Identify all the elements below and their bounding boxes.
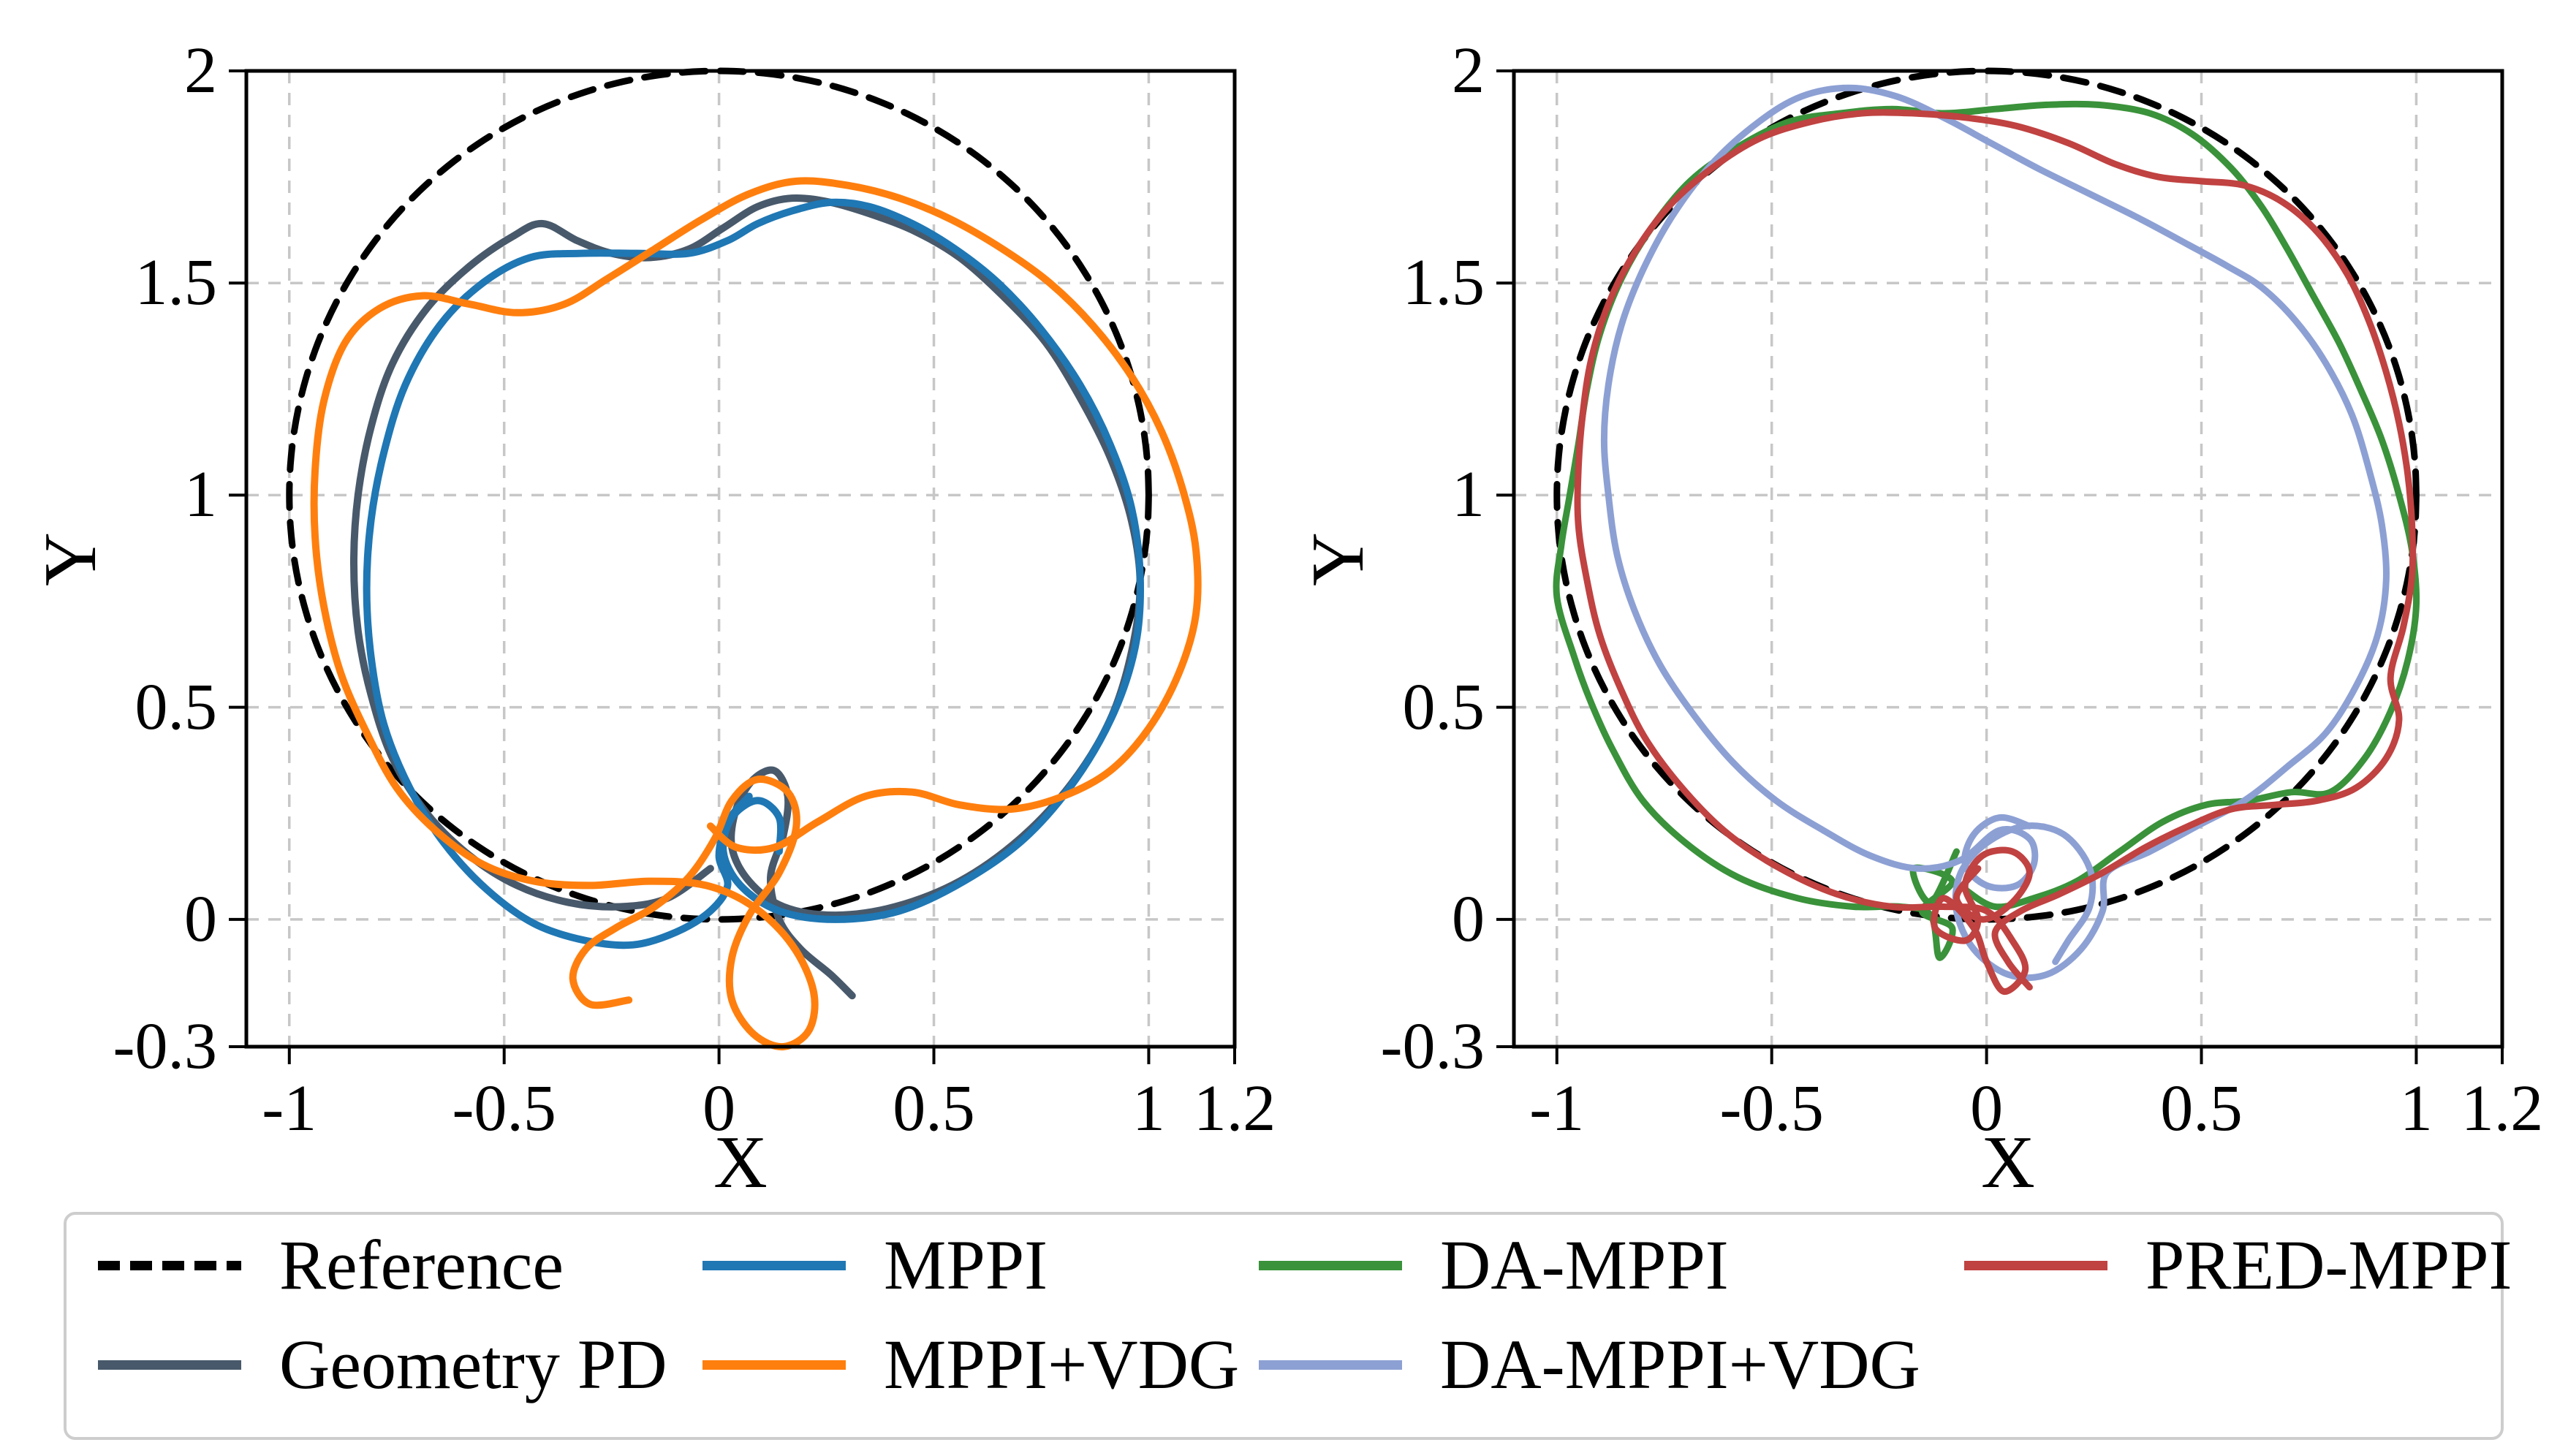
y-tick-label: 0 [1452, 882, 1485, 955]
legend-swatch-da-mppi-vdg [1259, 1360, 1402, 1370]
series-mppi-vdg-line [310, 177, 1202, 1051]
series-pred-mppi-line [1574, 109, 2417, 995]
y-axis-label-right: Y [1297, 532, 1379, 586]
legend-label: DA-MPPI+VDG [1440, 1325, 1920, 1403]
legend-swatch-pred-mppi [1964, 1260, 2107, 1270]
legend-swatch-mppi [702, 1260, 846, 1270]
x-tick-label: 0 [702, 1072, 736, 1145]
x-tick-label: 0.5 [2160, 1072, 2243, 1145]
axes-spines [244, 69, 1237, 1049]
legend-swatch-mppi-vdg [702, 1360, 846, 1370]
y-tick-label: 2 [1452, 34, 1485, 107]
legend-label: MPPI [884, 1226, 1048, 1304]
series-da-mppi-vdg-line [1600, 84, 2390, 982]
x-tick-label: -1 [1529, 1072, 1585, 1145]
x-tick-label: -0.5 [452, 1072, 556, 1145]
legend-label: DA-MPPI [1440, 1226, 1729, 1304]
x-tick-label: 0.5 [893, 1072, 975, 1145]
axes-spines [1512, 69, 2504, 1049]
y-tick-label: 0 [184, 882, 217, 955]
legend-item-da-mppi: DA-MPPI [1259, 1230, 1729, 1300]
y-tick-label: -0.3 [1380, 1010, 1485, 1082]
legend-item-mppi-vdg: MPPI+VDG [702, 1330, 1239, 1400]
series-reference-line [1553, 67, 2420, 923]
legend-item-da-mppi-vdg: DA-MPPI+VDG [1259, 1330, 1920, 1400]
x-tick-label: 0 [1970, 1072, 2004, 1145]
series-mppi-line [363, 198, 1145, 949]
legend-item-pred-mppi: PRED-MPPI [1964, 1230, 2512, 1300]
legend-label: PRED-MPPI [2145, 1226, 2512, 1304]
y-tick-label: 1.5 [135, 246, 218, 319]
y-tick-label: 0.5 [1402, 670, 1485, 743]
y-tick-label: 0.5 [135, 670, 218, 743]
y-tick-label: 2 [184, 34, 217, 107]
legend-item-mppi: MPPI [702, 1230, 1048, 1300]
y-axis-label-left: Y [29, 532, 112, 586]
legend-label: Geometry PD [279, 1325, 667, 1403]
y-tick-label: 1 [1452, 458, 1485, 531]
x-tick-label: -0.5 [1719, 1072, 1824, 1145]
x-tick-label: 1.2 [1193, 1072, 1276, 1145]
series-reference-line [286, 67, 1152, 923]
x-axis-label-right: X [1981, 1121, 2035, 1204]
legend-swatch-geometry-pd [98, 1360, 241, 1370]
legend-label: MPPI+VDG [884, 1325, 1240, 1403]
legend-swatch-reference [98, 1260, 241, 1270]
legend-swatch-da-mppi [1259, 1260, 1402, 1270]
legend-box: Reference Geometry PD MPPI MPPI+VDG DA-M… [64, 1212, 2512, 1440]
x-tick-label: 1 [1132, 1072, 1165, 1145]
legend-label: Reference [279, 1226, 564, 1304]
legend-item-geometry-pd: Geometry PD [98, 1330, 667, 1400]
x-tick-label: -1 [262, 1072, 317, 1145]
y-tick-label: -0.3 [113, 1010, 217, 1082]
y-tick-label: 1.5 [1402, 246, 1485, 319]
x-tick-label: 1 [2399, 1072, 2433, 1145]
legend-item-reference: Reference [98, 1230, 564, 1300]
x-tick-label: 1.2 [2461, 1072, 2544, 1145]
x-axis-label-left: X [713, 1121, 768, 1204]
y-tick-label: 1 [184, 458, 217, 531]
